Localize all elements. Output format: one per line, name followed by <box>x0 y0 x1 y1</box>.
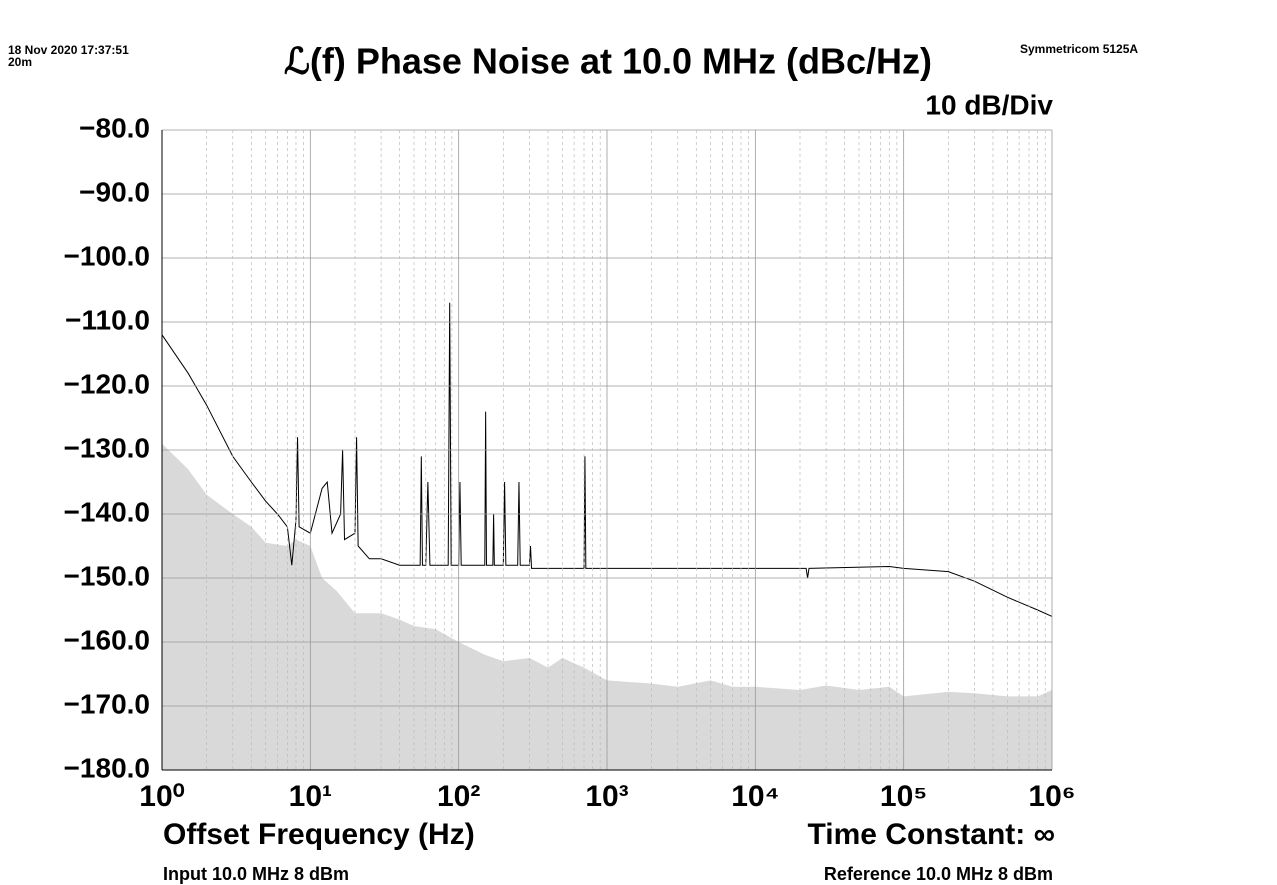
chart-title: ℒ(f) Phase Noise at 10.0 MHz (dBc/Hz) <box>284 41 932 82</box>
x-tick-label: 10⁶ <box>1028 780 1075 813</box>
y-tick-label: −130.0 <box>64 432 150 463</box>
y-tick-label: −160.0 <box>64 624 150 655</box>
y-tick-label: −170.0 <box>64 688 150 719</box>
instrument: Symmetricom 5125A <box>1020 42 1138 56</box>
duration: 20m <box>8 55 32 69</box>
x-tick-label: 10⁵ <box>880 780 927 813</box>
time-constant: Time Constant: ∞ <box>807 818 1055 851</box>
scale-label: 10 dB/Div <box>925 89 1053 120</box>
x-tick-label: 10¹ <box>289 780 332 813</box>
y-tick-label: −150.0 <box>64 560 150 591</box>
y-tick-label: −110.0 <box>65 304 150 335</box>
x-tick-label: 10⁰ <box>139 780 184 813</box>
x-tick-label: 10² <box>437 780 480 813</box>
reference-label: Reference 10.0 MHz 8 dBm <box>824 864 1053 884</box>
timestamp: 18 Nov 2020 17:37:51 <box>8 43 129 57</box>
noise-floor-area <box>162 443 1052 770</box>
plot <box>161 302 1053 770</box>
y-tick-label: −80.0 <box>79 112 150 143</box>
y-tick-label: −140.0 <box>64 496 150 527</box>
phase-noise-line <box>161 302 1053 617</box>
y-tick-label: −100.0 <box>64 240 150 271</box>
y-tick-label: −180.0 <box>64 752 150 783</box>
x-tick-label: 10⁴ <box>731 780 779 813</box>
x-axis-label: Offset Frequency (Hz) <box>163 818 475 851</box>
x-tick-label: 10³ <box>585 780 628 813</box>
input-label: Input 10.0 MHz 8 dBm <box>163 864 349 884</box>
y-tick-label: −90.0 <box>79 176 150 207</box>
y-tick-label: −120.0 <box>64 368 150 399</box>
